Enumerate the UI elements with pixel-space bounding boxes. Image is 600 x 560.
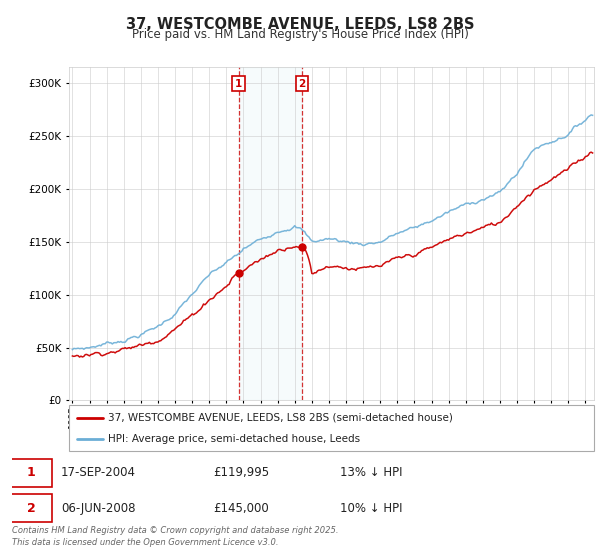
FancyBboxPatch shape [9, 494, 52, 522]
Text: 37, WESTCOMBE AVENUE, LEEDS, LS8 2BS: 37, WESTCOMBE AVENUE, LEEDS, LS8 2BS [126, 17, 474, 32]
Text: 10% ↓ HPI: 10% ↓ HPI [340, 502, 403, 515]
Text: £145,000: £145,000 [214, 502, 269, 515]
Text: HPI: Average price, semi-detached house, Leeds: HPI: Average price, semi-detached house,… [109, 434, 361, 444]
Text: 17-SEP-2004: 17-SEP-2004 [61, 466, 136, 479]
Text: 1: 1 [26, 466, 35, 479]
Text: Price paid vs. HM Land Registry's House Price Index (HPI): Price paid vs. HM Land Registry's House … [131, 28, 469, 41]
Text: 2: 2 [26, 502, 35, 515]
FancyBboxPatch shape [69, 405, 594, 451]
Text: 1: 1 [235, 79, 242, 89]
Bar [239, 67, 302, 400]
Text: 2: 2 [298, 79, 306, 89]
Text: 13% ↓ HPI: 13% ↓ HPI [340, 466, 403, 479]
Text: 06-JUN-2008: 06-JUN-2008 [61, 502, 136, 515]
Text: 37, WESTCOMBE AVENUE, LEEDS, LS8 2BS (semi-detached house): 37, WESTCOMBE AVENUE, LEEDS, LS8 2BS (se… [109, 413, 453, 423]
FancyBboxPatch shape [9, 459, 52, 487]
Text: £119,995: £119,995 [214, 466, 270, 479]
Text: Contains HM Land Registry data © Crown copyright and database right 2025.
This d: Contains HM Land Registry data © Crown c… [12, 526, 338, 547]
